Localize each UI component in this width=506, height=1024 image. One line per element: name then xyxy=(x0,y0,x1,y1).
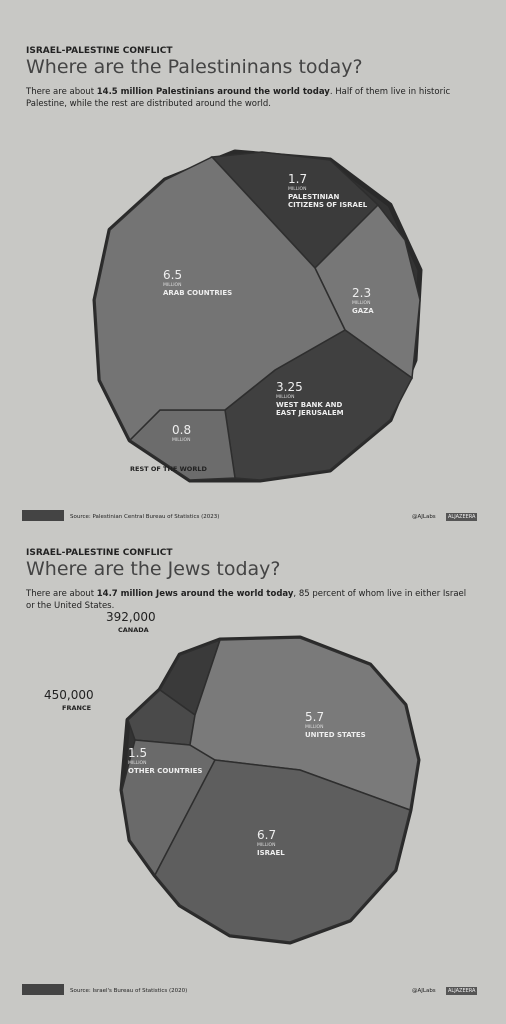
value-label: 1.5 xyxy=(128,746,148,760)
credit: @AJLabs xyxy=(412,514,436,520)
kicker: ISRAEL-PALESTINE CONFLICT xyxy=(26,548,173,558)
category-label: GAZA xyxy=(352,307,374,315)
unit-label: MILLION xyxy=(276,395,295,400)
subtitle-part: 14.7 million Jews around the world today xyxy=(96,589,294,599)
subtitle: There are about 14.7 million Jews around… xyxy=(26,588,476,612)
category-label: UNITED STATES xyxy=(305,731,366,739)
unit-label: MILLION xyxy=(163,283,182,288)
category-label: OTHER COUNTRIES xyxy=(128,767,203,775)
chart-title: Where are the Jews today? xyxy=(26,558,281,580)
subtitle-part: , 85 percent of whom live in either Isra… xyxy=(26,589,467,611)
source: Source: Palestinian Central Bureau of St… xyxy=(70,514,220,520)
value-label: 6.7 xyxy=(257,828,277,842)
unit-label: MILLION xyxy=(172,438,191,443)
unit-label: MILLION xyxy=(305,725,324,730)
category-label: CANADA xyxy=(118,626,149,634)
value-label: 1.7 xyxy=(288,172,308,186)
value-label: 3.25 xyxy=(276,380,303,394)
value-label: 392,000 xyxy=(106,610,156,624)
subtitle-part: There are about xyxy=(26,589,97,599)
category-label: ISRAEL xyxy=(257,849,285,857)
category-label: WEST BANK AND EAST JERUSALEM xyxy=(276,401,344,417)
unit-label: MILLION xyxy=(128,761,147,766)
subtitle-part: There are about xyxy=(26,87,97,97)
brand: ALJAZEERA xyxy=(446,987,478,995)
license-badge xyxy=(22,510,64,521)
unit-label: MILLION xyxy=(257,843,276,848)
unit-label: MILLION xyxy=(288,187,307,192)
subtitle: There are about 14.5 million Palestinian… xyxy=(26,86,476,110)
license-badge xyxy=(22,984,64,995)
cell xyxy=(94,156,346,442)
category-label: REST OF THE WORLD xyxy=(130,465,207,473)
value-label: 450,000 xyxy=(44,688,94,702)
value-label: 5.7 xyxy=(305,710,325,724)
value-label: 0.8 xyxy=(172,423,192,437)
brand: ALJAZEERA xyxy=(446,513,478,521)
credit: @AJLabs xyxy=(412,988,436,994)
value-label: 6.5 xyxy=(163,268,183,282)
kicker: ISRAEL-PALESTINE CONFLICT xyxy=(26,46,173,56)
source: Source: Israel's Bureau of Statistics (2… xyxy=(70,988,188,994)
cell xyxy=(154,759,411,943)
chart-title: Where are the Palestininans today? xyxy=(26,56,363,78)
value-label: 2.3 xyxy=(352,286,372,300)
unit-label: MILLION xyxy=(352,301,371,306)
category-label: ARAB COUNTRIES xyxy=(163,289,233,297)
subtitle-part: 14.5 million Palestinians around the wor… xyxy=(96,87,330,97)
subtitle-part: . Half of them live in historic Palestin… xyxy=(26,87,451,109)
category-label: FRANCE xyxy=(62,704,92,712)
category-label: PALESTINIAN CITIZENS OF ISRAEL xyxy=(288,193,368,209)
